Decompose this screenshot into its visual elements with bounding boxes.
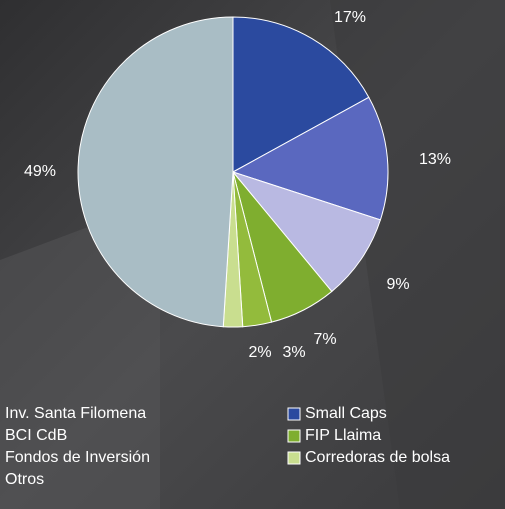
legend-marker bbox=[288, 430, 300, 442]
legend-label: Inv. Santa Filomena bbox=[5, 405, 146, 422]
legend-label: Corredoras de bolsa bbox=[305, 449, 450, 466]
data-label: 2% bbox=[248, 344, 271, 361]
legend-label: BCI CdB bbox=[5, 427, 67, 444]
data-label: 7% bbox=[313, 331, 336, 348]
data-label: 13% bbox=[419, 151, 451, 168]
data-label: 17% bbox=[334, 9, 366, 26]
data-label: 3% bbox=[282, 344, 305, 361]
data-label: 49% bbox=[24, 163, 56, 180]
chart: 17% 13% 9% 7% 3% 2% 49% Small Caps BCI CdB Fondo… bbox=[0, 0, 505, 509]
legend-label: FIP Llaima bbox=[305, 427, 381, 444]
legend-label: Fondos de Inversión bbox=[5, 449, 150, 466]
legend-label: Otros bbox=[5, 471, 44, 488]
legend-label: Small Caps bbox=[305, 405, 387, 422]
data-label: 9% bbox=[386, 276, 409, 293]
legend-marker bbox=[288, 452, 300, 464]
legend-marker bbox=[288, 408, 300, 420]
